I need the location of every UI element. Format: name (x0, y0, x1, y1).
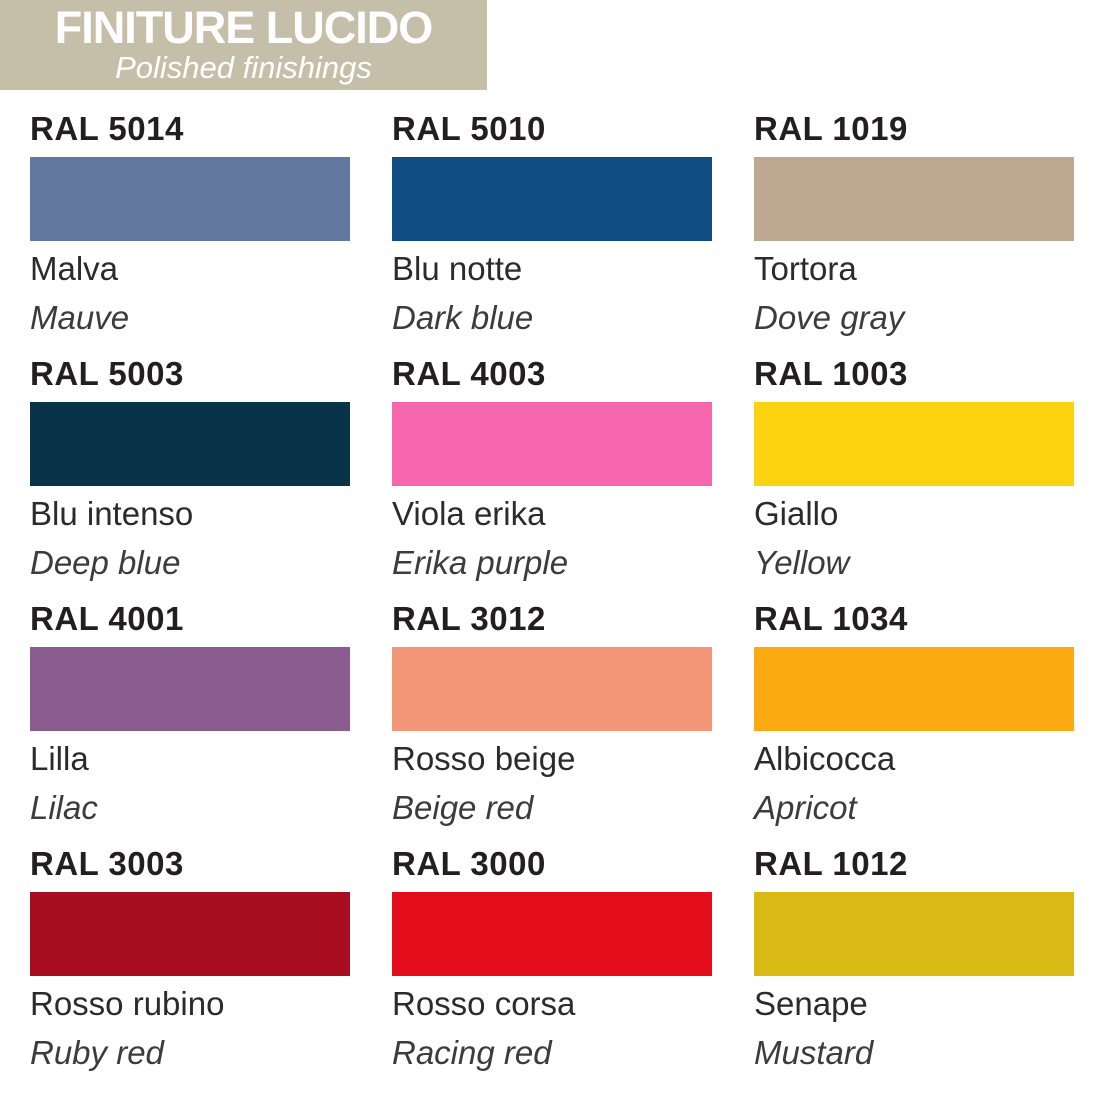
color-name-italian: Giallo (754, 494, 839, 532)
color-swatch (754, 156, 1074, 241)
color-swatch (30, 401, 350, 486)
color-name-italian: Rosso corsa (392, 984, 576, 1022)
color-name-english: Dove gray (754, 299, 905, 337)
ral-code: RAL 5010 (392, 110, 546, 147)
color-name-english: Beige red (392, 789, 534, 827)
swatch-cell: RAL 5014 Malva Mauve (30, 110, 350, 355)
swatch-cell: RAL 4003 Viola erika Erika purple (392, 355, 712, 600)
color-name-italian: Tortora (754, 249, 857, 287)
color-swatch (30, 156, 350, 241)
ral-code: RAL 5003 (30, 355, 184, 392)
color-name-english: Mustard (754, 1034, 874, 1072)
color-name-italian: Blu notte (392, 249, 523, 287)
color-swatch (754, 401, 1074, 486)
swatch-cell: RAL 1019 Tortora Dove gray (754, 110, 1074, 355)
color-name-english: Yellow (754, 544, 850, 582)
color-swatch (392, 156, 712, 241)
color-swatch (754, 891, 1074, 976)
color-swatch (392, 891, 712, 976)
color-name-english: Dark blue (392, 299, 534, 337)
color-name-english: Erika purple (392, 544, 569, 582)
swatch-cell: RAL 5010 Blu notte Dark blue (392, 110, 712, 355)
color-name-italian: Senape (754, 984, 868, 1022)
color-swatch (754, 646, 1074, 731)
ral-code: RAL 3003 (30, 845, 184, 882)
swatch-cell: RAL 3003 Rosso rubino Ruby red (30, 845, 350, 1090)
swatch-cell: RAL 1012 Senape Mustard (754, 845, 1074, 1090)
color-name-italian: Blu intenso (30, 494, 194, 532)
ral-code: RAL 1034 (754, 600, 908, 637)
color-name-english: Ruby red (30, 1034, 164, 1072)
color-name-english: Deep blue (30, 544, 181, 582)
ral-code: RAL 5014 (30, 110, 184, 147)
color-name-english: Mauve (30, 299, 130, 337)
color-name-english: Lilac (30, 789, 98, 827)
color-name-italian: Viola erika (392, 494, 546, 532)
swatch-grid: RAL 5014 Malva Mauve RAL 5010 Blu notte … (30, 110, 1074, 1090)
color-swatch (392, 401, 712, 486)
color-swatch (30, 891, 350, 976)
ral-code: RAL 4001 (30, 600, 184, 637)
ral-code: RAL 4003 (392, 355, 546, 392)
color-swatch (392, 646, 712, 731)
swatch-cell: RAL 3000 Rosso corsa Racing red (392, 845, 712, 1090)
swatch-cell: RAL 1034 Albicocca Apricot (754, 600, 1074, 845)
page-title: FINITURE LUCIDO (54, 2, 433, 53)
color-name-italian: Rosso rubino (30, 984, 225, 1022)
color-name-italian: Malva (30, 249, 119, 287)
color-swatch (30, 646, 350, 731)
color-name-english: Racing red (392, 1034, 552, 1072)
ral-code: RAL 1019 (754, 110, 908, 147)
swatch-cell: RAL 1003 Giallo Yellow (754, 355, 1074, 600)
page-subtitle: Polished finishings (115, 50, 372, 85)
swatch-cell: RAL 5003 Blu intenso Deep blue (30, 355, 350, 600)
swatch-cell: RAL 3012 Rosso beige Beige red (392, 600, 712, 845)
color-name-italian: Rosso beige (392, 739, 576, 777)
swatch-cell: RAL 4001 Lilla Lilac (30, 600, 350, 845)
ral-code: RAL 3012 (392, 600, 546, 637)
ral-code: RAL 1003 (754, 355, 908, 392)
color-name-english: Apricot (754, 789, 857, 827)
color-name-italian: Lilla (30, 739, 89, 777)
ral-code: RAL 3000 (392, 845, 546, 882)
header-band: FINITURE LUCIDO Polished finishings (0, 0, 487, 90)
color-name-italian: Albicocca (754, 739, 896, 777)
ral-code: RAL 1012 (754, 845, 908, 882)
